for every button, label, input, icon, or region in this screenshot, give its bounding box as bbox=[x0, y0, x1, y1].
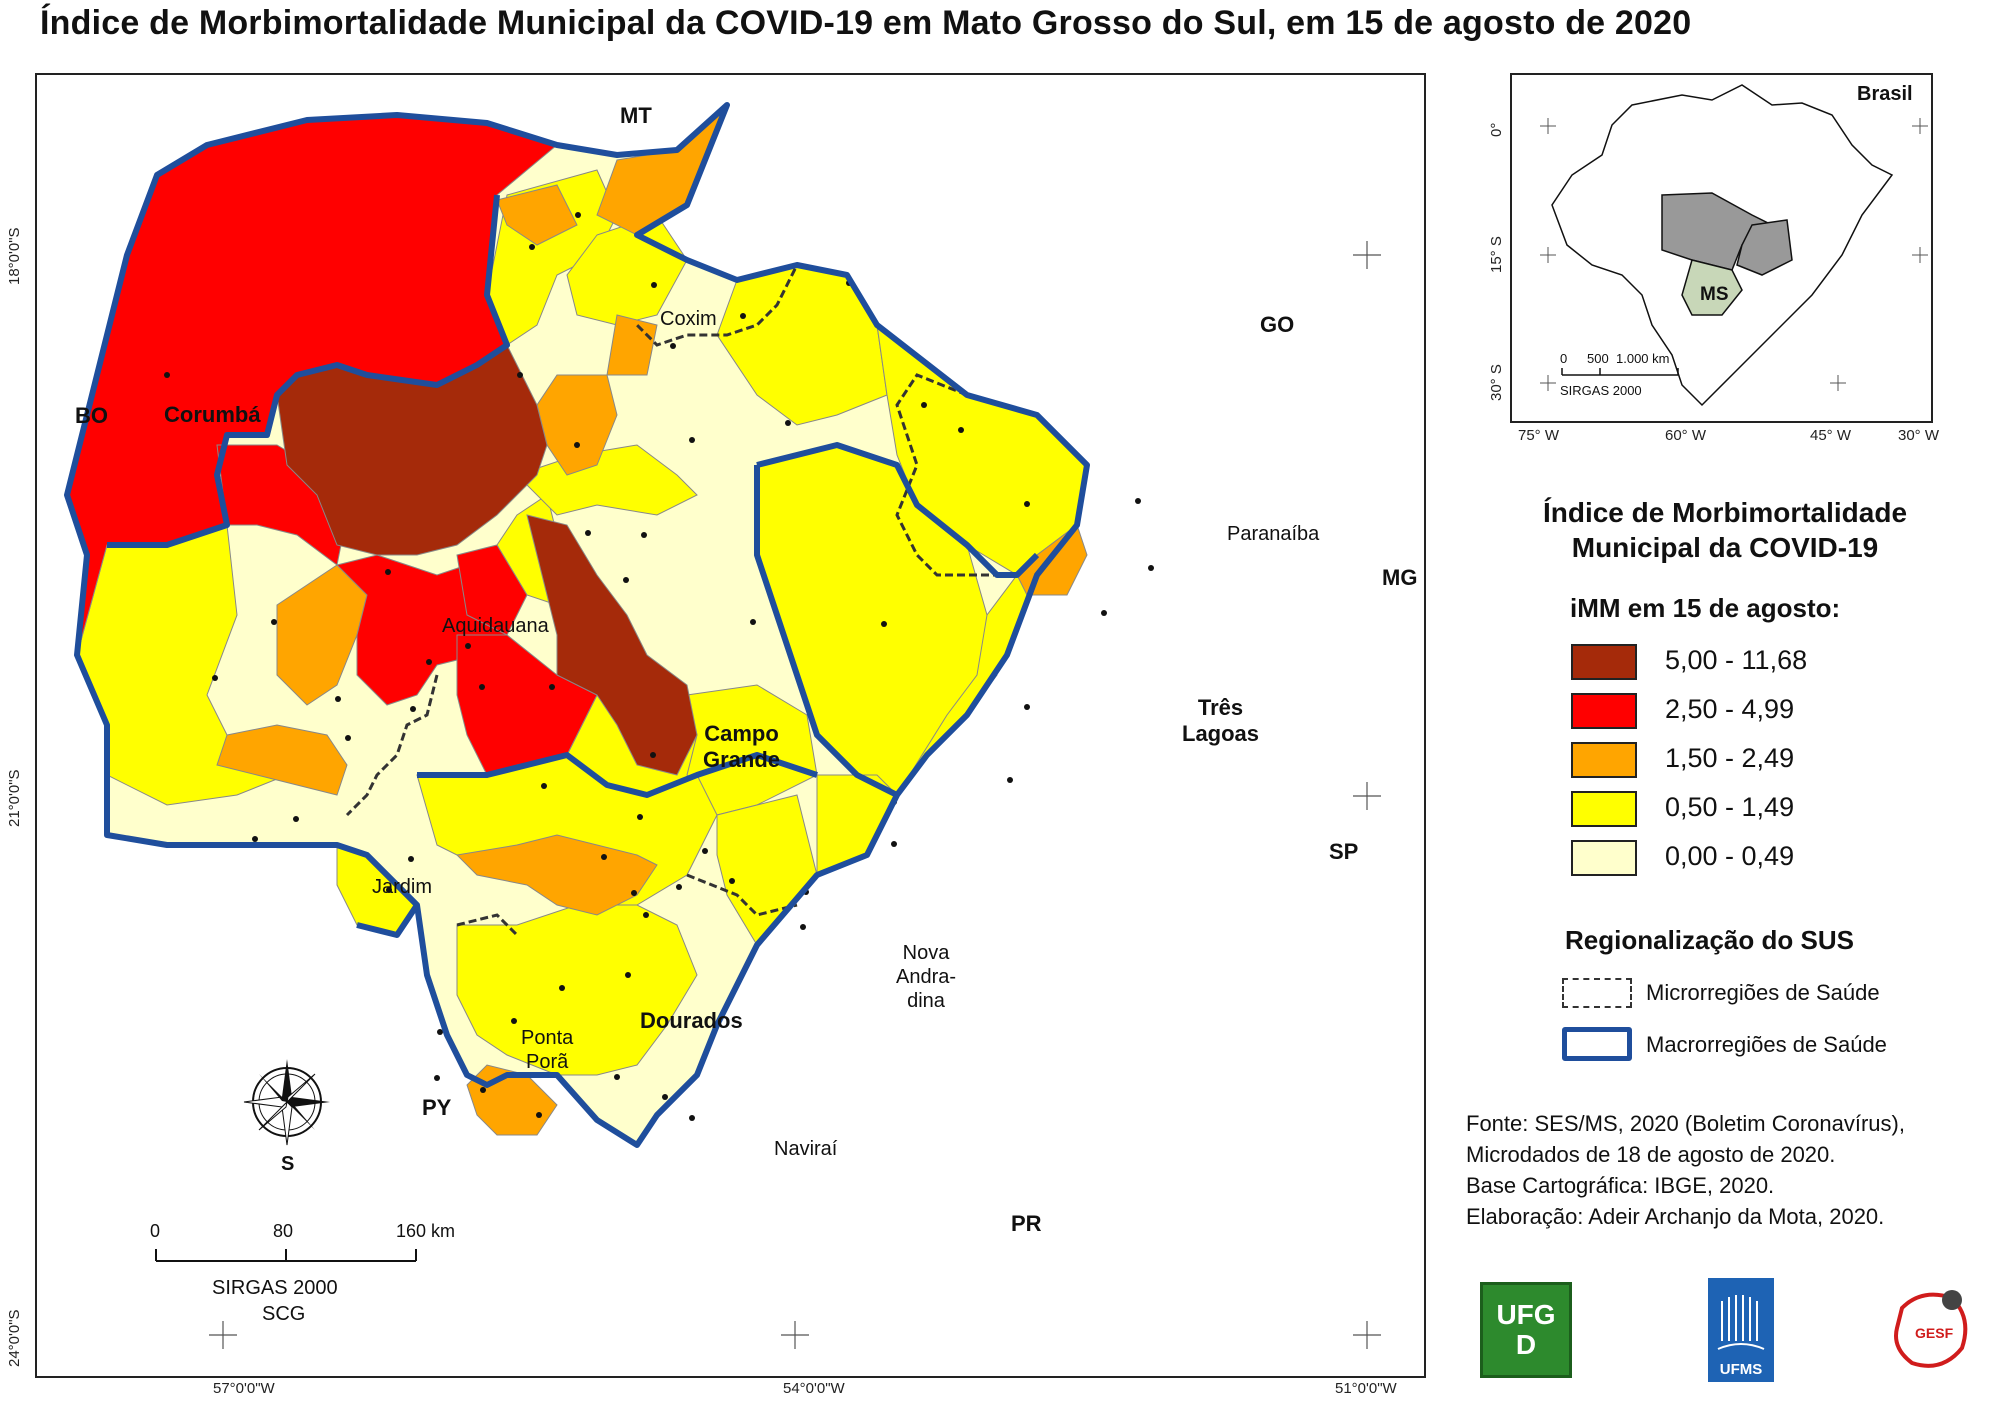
legend-range-2-50-4-99: 2,50 - 4,99 bbox=[1665, 694, 1795, 724]
scalebar-tick-80: 80 bbox=[273, 1221, 294, 1241]
source-line4: Elaboração: Adeir Archanjo da Mota, 2020… bbox=[1466, 1204, 1885, 1229]
go-state bbox=[1736, 219, 1793, 276]
inset-scalebar-line bbox=[1561, 368, 1679, 376]
lon-label-57w: 57°0'0"W bbox=[213, 1380, 275, 1397]
city-label-coxim: Coxim bbox=[660, 308, 717, 330]
legend-region-title: Regionalização do SUS bbox=[1565, 925, 1854, 955]
source-line3: Base Cartográfica: IBGE, 2020. bbox=[1466, 1173, 1775, 1198]
class-5-00-11-68-regions bbox=[276, 344, 698, 776]
city-label-corumba: Corumbá bbox=[164, 402, 261, 427]
legend-range-0-00-0-49: 0,00 - 0,49 bbox=[1665, 841, 1795, 871]
lat-label-24s: 24°0'0"S bbox=[6, 1309, 23, 1367]
lat-label-18s: 18°0'0"S bbox=[6, 227, 23, 285]
main-map-frame: 57°0'0"W 54°0'0"W 51°0'0"W 18°0'0"S 21°0… bbox=[6, 73, 1426, 1397]
inset-lon-75w: 75° W bbox=[1518, 427, 1560, 444]
legend-swatch-2-50-4-99 bbox=[1571, 693, 1637, 729]
ufms-logo-text: UFMS bbox=[1719, 1361, 1763, 1378]
scalebar-line bbox=[155, 1249, 417, 1262]
inset-lon-45w: 45° W bbox=[1810, 427, 1852, 444]
gesf-logo: GESF bbox=[1894, 1290, 1968, 1368]
compass-rose-icon bbox=[243, 1059, 330, 1146]
ufms-building-icon bbox=[1717, 1295, 1765, 1350]
main-map-svg bbox=[64, 102, 1381, 1349]
legend-range-0-50-1-49: 0,50 - 1,49 bbox=[1665, 792, 1795, 822]
legend-swatch-5-00-11-68 bbox=[1571, 644, 1637, 680]
legend-range-5-00-11-68: 5,00 - 11,68 bbox=[1665, 645, 1808, 675]
inset-scalebar-tick-1000: 1.000 km bbox=[1616, 351, 1670, 366]
city-label-jardim: Jardim bbox=[372, 876, 433, 898]
ufgd-logo: UFGD bbox=[1480, 1282, 1572, 1378]
inset-map-svg bbox=[1540, 84, 1928, 407]
legend-swatch-1-50-2-49 bbox=[1571, 742, 1637, 778]
macro-region-borders bbox=[64, 102, 1090, 1148]
class-0-50-1-49-regions bbox=[76, 169, 1088, 1076]
inset-lat-30s: 30° S bbox=[1488, 364, 1505, 401]
city-label-tres-lagoas: Três Lagoas bbox=[1182, 695, 1260, 746]
inset-label-brasil: Brasil bbox=[1857, 83, 1913, 105]
municipality-dots bbox=[164, 212, 1154, 1121]
legend-micro-swatch bbox=[1562, 978, 1632, 1008]
source-line2: Microdados de 18 de agosto de 2020. bbox=[1466, 1142, 1836, 1167]
legend-swatch-0-00-0-49 bbox=[1571, 840, 1637, 876]
city-label-dourados: Dourados bbox=[640, 1008, 743, 1033]
lon-label-51w: 51°0'0"W bbox=[1335, 1380, 1397, 1397]
scalebar-tick-160: 160 km bbox=[396, 1221, 456, 1241]
ufms-logo: UFMS bbox=[1708, 1278, 1774, 1382]
scalebar-tick-0: 0 bbox=[150, 1221, 161, 1241]
source-line1: Fonte: SES/MS, 2020 (Boletim Coronavírus… bbox=[1466, 1111, 1905, 1136]
lat-label-21s: 21°0'0"S bbox=[6, 769, 23, 827]
map-title: Índice de Morbimortalidade Municipal da … bbox=[40, 4, 1692, 42]
label-bo: BO bbox=[75, 403, 108, 428]
label-sp: SP bbox=[1329, 839, 1359, 864]
city-label-campo-grande: Campo Grande bbox=[703, 721, 781, 772]
inset-lon-60w: 60° W bbox=[1665, 427, 1707, 444]
inset-lon-30w: 30° W bbox=[1898, 427, 1940, 444]
legend-micro-label: Microrregiões de Saúde bbox=[1646, 980, 1880, 1005]
ufgd-logo-text: UFGD bbox=[1496, 1299, 1556, 1360]
legend-title-line1: Índice de Morbimortalidade bbox=[1542, 497, 1908, 528]
inset-scalebar-tick-0: 0 bbox=[1560, 351, 1568, 366]
city-label-nova-andradina: Nova Andra- dina bbox=[896, 942, 957, 1012]
legend-title-line2: Municipal da COVID-19 bbox=[1571, 532, 1879, 563]
city-label-ponta-pora: Ponta Porã bbox=[521, 1027, 574, 1073]
label-py: PY bbox=[422, 1095, 452, 1120]
legend-range-1-50-2-49: 1,50 - 2,49 bbox=[1665, 743, 1795, 773]
compass-label: S bbox=[281, 1153, 295, 1175]
city-label-aquidauana: Aquidauana bbox=[442, 615, 549, 637]
label-mg: MG bbox=[1382, 565, 1418, 590]
legend-macro-swatch bbox=[1562, 1027, 1632, 1061]
legend-subtitle: iMM em 15 de agosto: bbox=[1570, 593, 1841, 623]
inset-lat-0: 0° bbox=[1488, 122, 1505, 137]
inset-scalebar-tick-500: 500 bbox=[1587, 351, 1609, 366]
inset-scalebar-crs: SIRGAS 2000 bbox=[1560, 383, 1642, 398]
inset-label-ms: MS bbox=[1700, 284, 1729, 305]
city-label-paranaiba: Paranaíba bbox=[1227, 523, 1320, 545]
ms-state bbox=[1681, 259, 1743, 316]
label-pr: PR bbox=[1011, 1211, 1042, 1236]
inset-lat-15s: 15° S bbox=[1488, 236, 1505, 273]
legend-swatch-0-50-1-49 bbox=[1571, 791, 1637, 827]
lon-label-54w: 54°0'0"W bbox=[783, 1380, 845, 1397]
city-label-navirai: Naviraí bbox=[774, 1138, 838, 1160]
scalebar-crs: SIRGAS 2000 bbox=[212, 1277, 338, 1299]
label-mt: MT bbox=[620, 103, 652, 128]
class-2-50-4-99-regions bbox=[66, 114, 598, 776]
label-go: GO bbox=[1260, 312, 1295, 337]
legend-macro-label: Macrorregiões de Saúde bbox=[1646, 1032, 1887, 1057]
gesf-logo-text: GESF bbox=[1915, 1325, 1954, 1341]
inset-map-frame: Brasil MS 0° 15° S 30° S 75° W 60° W 45°… bbox=[1488, 73, 1939, 444]
scalebar-crs2: SCG bbox=[262, 1303, 306, 1325]
